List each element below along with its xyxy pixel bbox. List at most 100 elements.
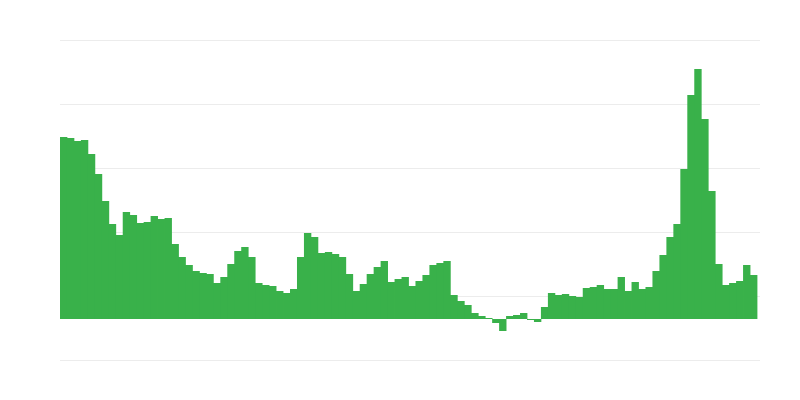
bar	[227, 264, 235, 319]
bar	[589, 287, 598, 319]
bar	[631, 282, 639, 319]
bar	[255, 283, 263, 319]
bar	[422, 275, 430, 319]
bar	[471, 313, 479, 319]
bar	[687, 95, 695, 319]
bar	[429, 265, 437, 319]
bar	[352, 291, 361, 319]
bar	[150, 216, 158, 319]
bar	[652, 271, 660, 319]
bar	[269, 286, 277, 319]
bar	[101, 201, 110, 319]
bar	[729, 283, 737, 319]
bar	[108, 224, 117, 319]
bar	[359, 284, 368, 319]
bar	[73, 141, 82, 319]
bar	[457, 301, 465, 319]
bar	[136, 223, 145, 319]
bar	[533, 319, 542, 322]
bar	[296, 257, 305, 319]
bar	[485, 318, 493, 319]
bar	[178, 257, 186, 319]
bar	[310, 237, 319, 319]
bar	[213, 283, 221, 319]
bar	[60, 137, 68, 319]
bar	[694, 69, 702, 319]
bar	[436, 263, 444, 319]
bar	[526, 319, 535, 320]
bar	[506, 316, 514, 319]
bar	[303, 233, 312, 319]
bar	[80, 140, 89, 319]
bar	[220, 277, 228, 319]
bar	[248, 257, 256, 319]
bar	[387, 282, 395, 319]
bar	[199, 273, 207, 319]
bar	[513, 315, 521, 319]
bar	[547, 293, 556, 319]
bar	[262, 285, 270, 319]
bar	[66, 138, 75, 319]
bar	[185, 265, 193, 319]
bar	[164, 218, 172, 319]
bar	[192, 271, 200, 319]
bar	[129, 215, 138, 319]
bar	[380, 261, 388, 319]
bar	[283, 293, 291, 319]
bar	[366, 274, 375, 319]
bar	[94, 174, 103, 319]
bar	[610, 289, 618, 319]
bar	[575, 297, 584, 319]
bar	[666, 237, 674, 319]
bar	[680, 169, 688, 319]
bar	[624, 291, 632, 319]
bar	[673, 224, 681, 319]
bar	[478, 316, 486, 319]
bar	[736, 281, 744, 319]
bar	[122, 212, 131, 319]
bar	[241, 247, 249, 319]
bar	[87, 154, 96, 319]
bar	[408, 286, 416, 319]
bar	[206, 274, 214, 319]
bar	[415, 281, 423, 319]
bar	[743, 265, 751, 319]
bar	[722, 285, 730, 319]
bar	[394, 279, 402, 319]
bar	[324, 252, 333, 319]
bar	[143, 222, 152, 319]
bar	[603, 289, 612, 319]
bar	[373, 267, 382, 319]
bar	[708, 191, 716, 319]
bar	[582, 288, 591, 319]
bar	[750, 275, 758, 319]
bar	[345, 274, 354, 319]
bar	[115, 235, 124, 319]
bar	[492, 319, 500, 323]
bar	[450, 295, 458, 319]
bar	[554, 295, 563, 319]
bar	[659, 255, 667, 319]
bar	[276, 291, 284, 319]
bar	[338, 257, 347, 319]
bar	[443, 261, 451, 319]
bar	[464, 305, 472, 319]
bar	[596, 285, 605, 319]
bar	[499, 319, 507, 331]
bar	[401, 277, 409, 319]
bar	[617, 277, 625, 319]
bar	[171, 244, 179, 319]
bar	[638, 289, 646, 319]
bar	[540, 307, 549, 319]
bar	[568, 296, 577, 319]
bar	[701, 119, 709, 319]
bar	[317, 253, 326, 319]
bar	[157, 219, 165, 319]
bar	[331, 254, 340, 319]
bar	[645, 287, 653, 319]
bar	[715, 264, 723, 319]
bar	[290, 289, 298, 319]
bar	[520, 313, 528, 319]
bar	[561, 294, 570, 319]
